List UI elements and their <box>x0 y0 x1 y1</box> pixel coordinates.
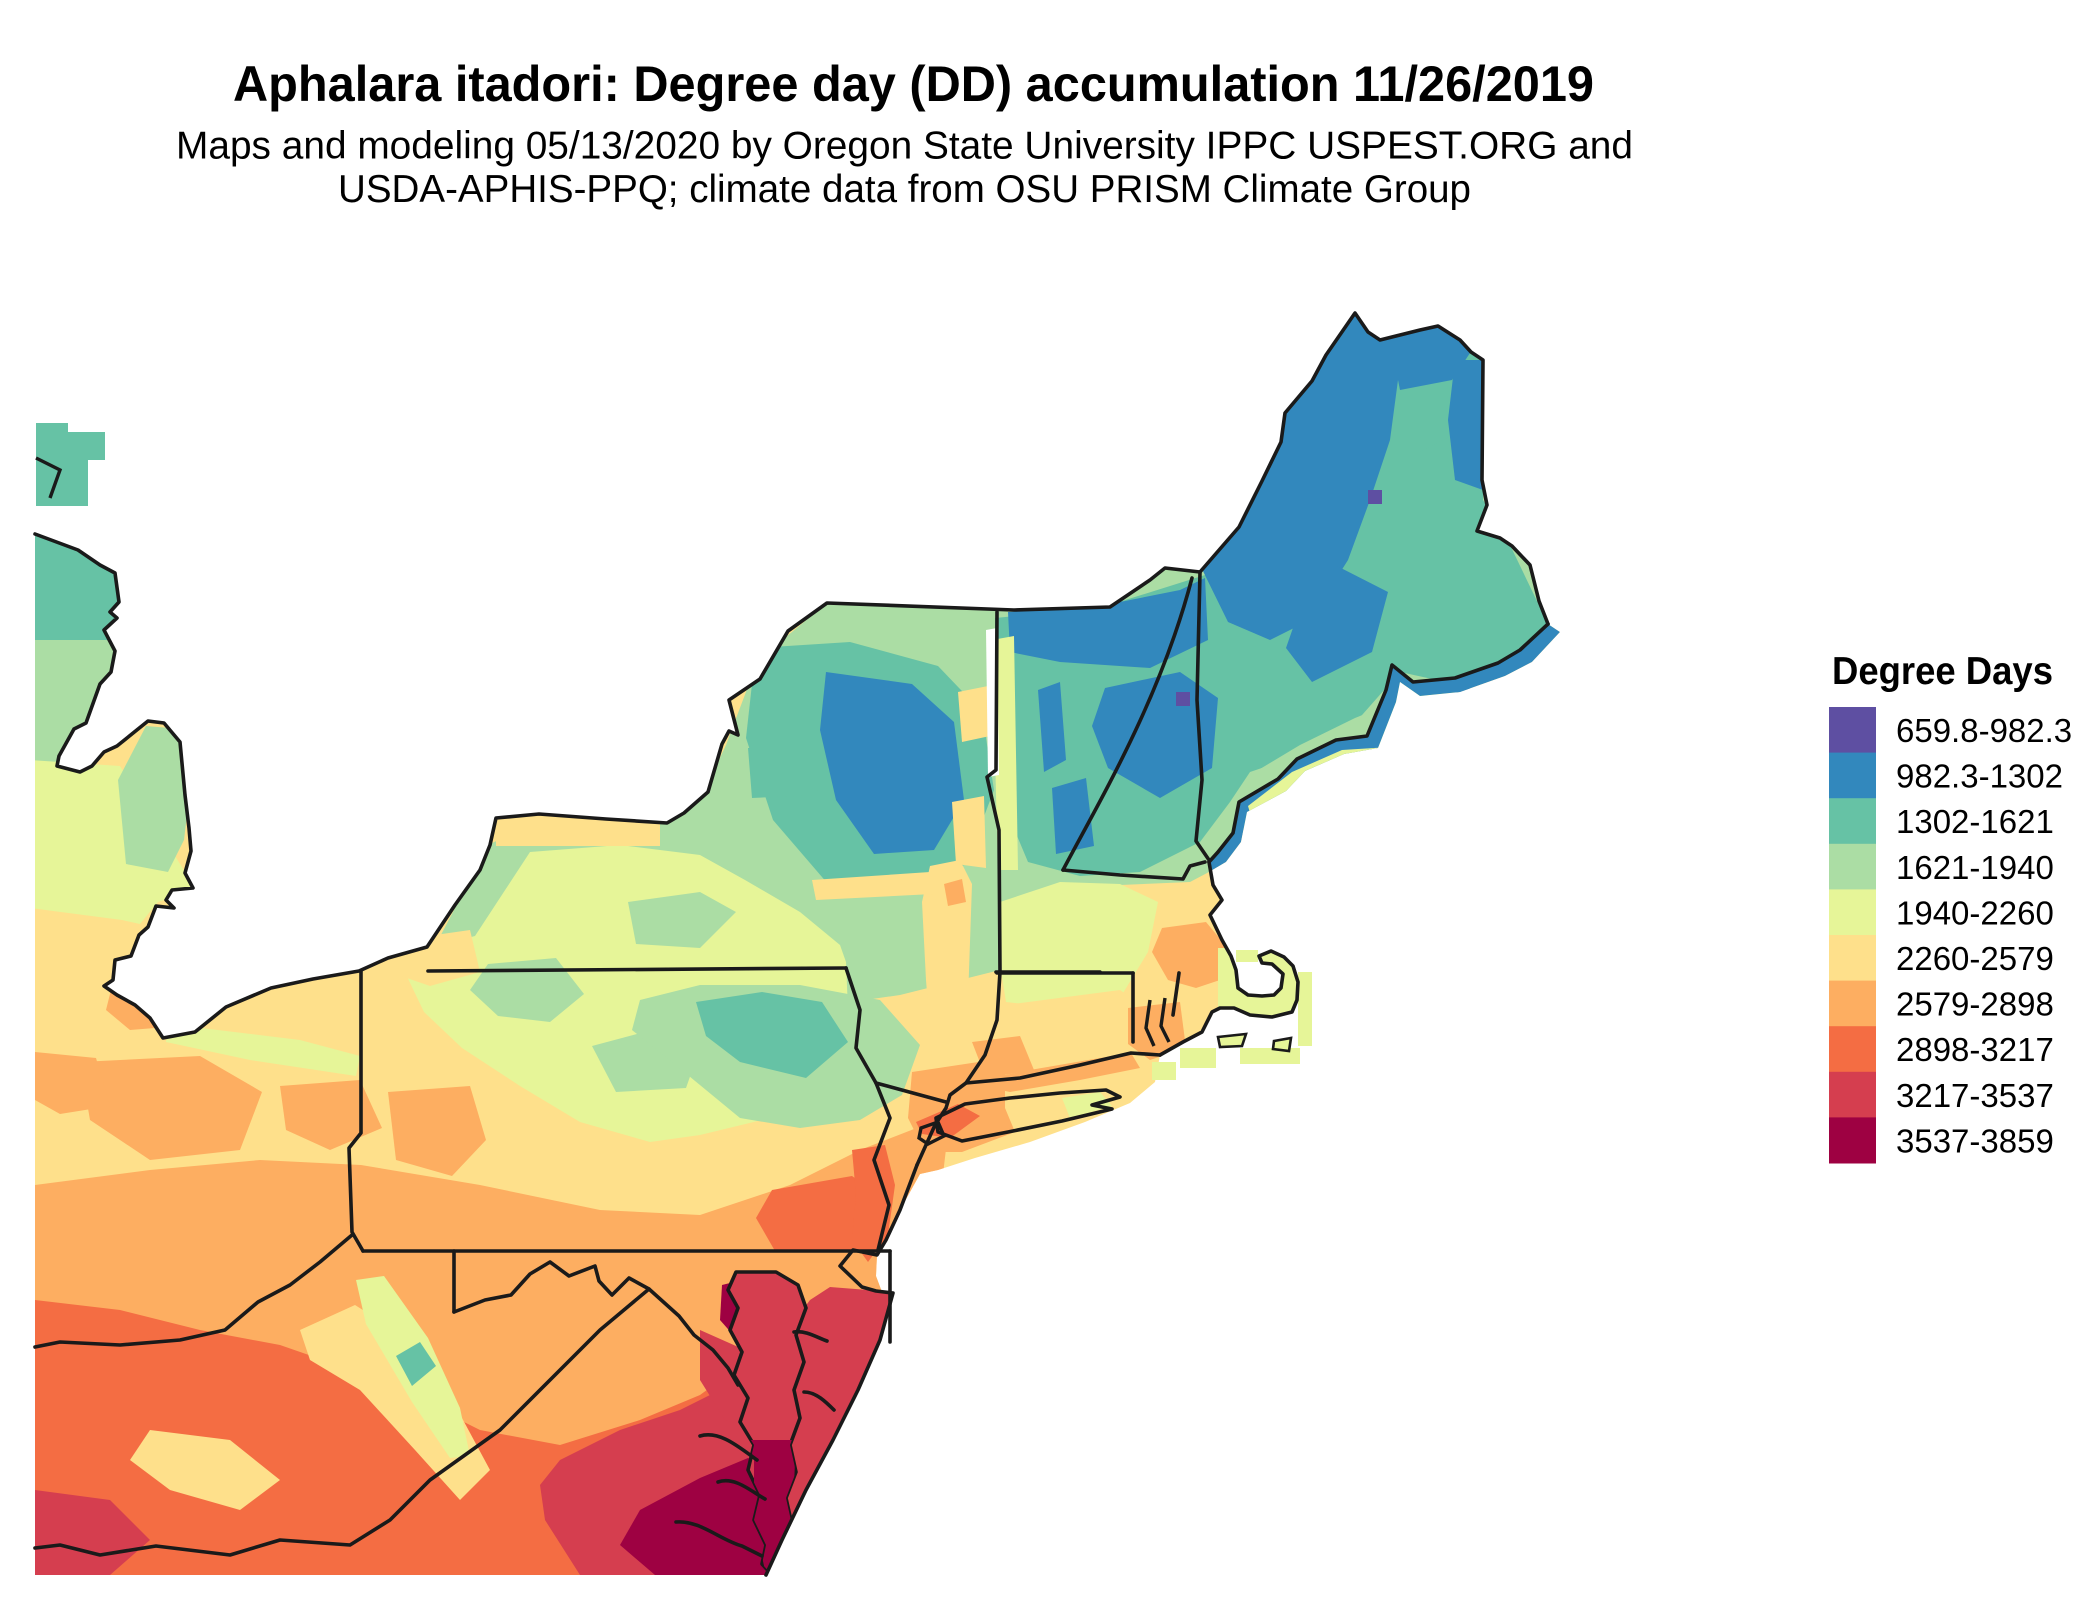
svg-text:1621-1940: 1621-1940 <box>1896 849 2054 886</box>
svg-text:659.8-982.3: 659.8-982.3 <box>1896 712 2072 749</box>
svg-text:1302-1621: 1302-1621 <box>1896 803 2054 840</box>
svg-text:USDA-APHIS-PPQ; climate data f: USDA-APHIS-PPQ; climate data from OSU PR… <box>338 168 1471 211</box>
svg-text:2260-2579: 2260-2579 <box>1896 940 2054 977</box>
svg-text:982.3-1302: 982.3-1302 <box>1896 758 2063 795</box>
svg-text:2579-2898: 2579-2898 <box>1896 986 2054 1023</box>
svg-text:3537-3859: 3537-3859 <box>1896 1122 2054 1159</box>
svg-text:Aphalara itadori: Degree day (: Aphalara itadori: Degree day (DD) accumu… <box>233 56 1594 112</box>
svg-text:3217-3537: 3217-3537 <box>1896 1077 2054 1114</box>
svg-text:Maps and modeling 05/13/2020 b: Maps and modeling 05/13/2020 by Oregon S… <box>176 125 1633 168</box>
svg-text:Degree Days: Degree Days <box>1832 650 2053 693</box>
svg-text:1940-2260: 1940-2260 <box>1896 894 2054 931</box>
svg-text:2898-3217: 2898-3217 <box>1896 1031 2054 1068</box>
